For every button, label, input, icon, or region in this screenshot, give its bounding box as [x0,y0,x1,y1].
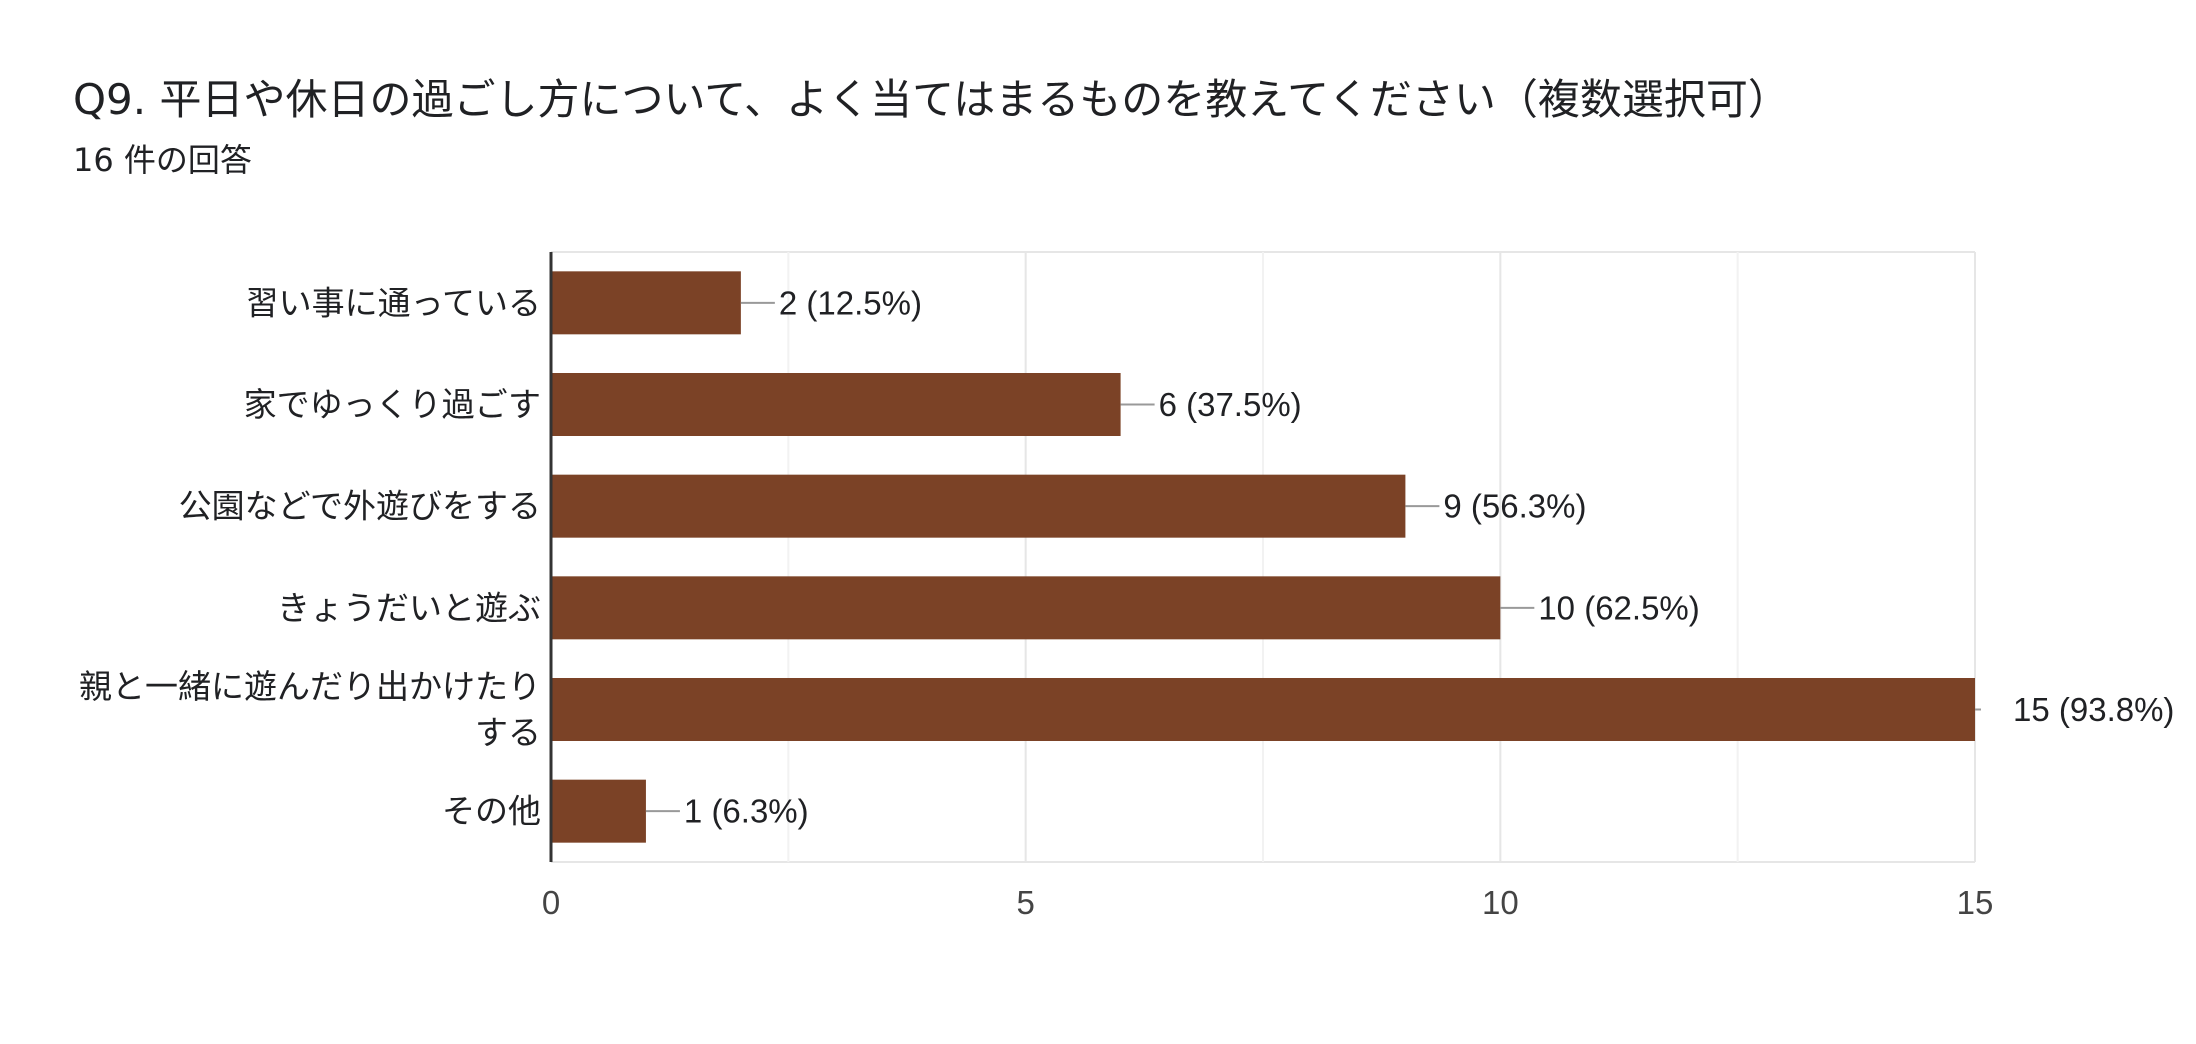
category-label: その他 [442,793,541,830]
value-label: 9 (56.3%) [1443,488,1586,525]
value-label: 6 (37.5%) [1159,386,1302,423]
bar [551,474,1406,538]
bar [551,678,1975,741]
category-label: 公園などで外遊びをする [179,488,541,525]
category-label: 習い事に通っている [246,284,541,321]
category-label: 家でゆっくり過ごす [244,386,541,423]
category-label: 親と一緒に遊んだり出かけたり [79,668,541,705]
bar [551,576,1501,640]
bar [551,779,646,843]
x-tick-label: 0 [542,884,560,921]
x-tick-label: 10 [1482,884,1519,921]
question-title: Q9. 平日や休日の過ごし方について、よく当てはまるものを教えてください（複数選… [73,75,1790,124]
chart-header: Q9. 平日や休日の過ごし方について、よく当てはまるものを教えてください（複数選… [73,72,1790,182]
value-label: 1 (6.3%) [684,793,809,830]
value-label: 2 (12.5%) [779,284,922,321]
bar [551,373,1121,436]
x-tick-label: 15 [1957,884,1994,921]
category-label: きょうだいと遊ぶ [277,589,541,626]
category-label: する [475,714,541,751]
bar [551,271,741,335]
x-tick-label: 5 [1016,884,1034,921]
value-label: 10 (62.5%) [1538,589,1699,626]
value-label: 15 (93.8%) [2013,691,2174,728]
response-count: 16 件の回答 [73,141,252,179]
